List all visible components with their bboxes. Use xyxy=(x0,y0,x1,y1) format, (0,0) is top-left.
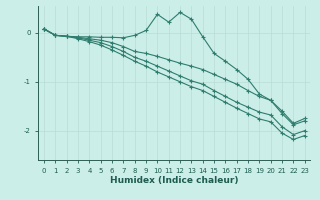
X-axis label: Humidex (Indice chaleur): Humidex (Indice chaleur) xyxy=(110,176,239,185)
